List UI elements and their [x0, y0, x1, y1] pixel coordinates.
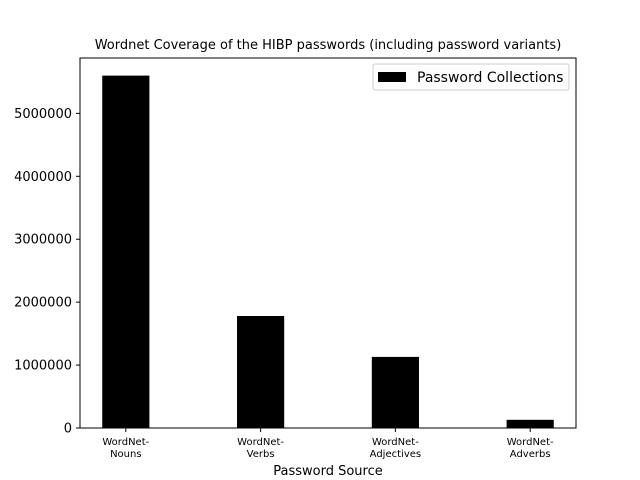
bar-adverbs: [506, 419, 554, 428]
x-axis-label: Password Source: [273, 464, 383, 479]
legend-swatch: [378, 72, 406, 82]
x-tick-label: WordNet-Verbs: [237, 437, 284, 460]
chart-title: Wordnet Coverage of the HIBP passwords (…: [95, 38, 562, 53]
bar-verbs: [237, 315, 285, 428]
x-tick-label: WordNet-Adjectives: [370, 437, 421, 460]
bars-group: [102, 75, 554, 428]
legend-box: [372, 63, 570, 91]
plot-frame: [79, 57, 577, 429]
plot-area: 0 1000000 2000000 3000000 4000000 5000000 Wor…: [14, 57, 577, 460]
y-tick-label: 4000000: [14, 170, 72, 185]
legend: Password Collections: [372, 63, 570, 91]
y-axis: 0 1000000 2000000 3000000 4000000 5000000: [14, 107, 80, 437]
x-tick-label: WordNet-Adverbs: [507, 437, 554, 460]
x-axis: WordNet-Nouns WordNet-Verbs WordNet-Adject…: [102, 428, 554, 460]
x-tick-label: WordNet-Nouns: [102, 437, 149, 460]
bar-adjectives: [371, 356, 419, 428]
y-tick-label: 5000000: [14, 107, 72, 122]
y-tick-label: 0: [64, 422, 72, 437]
y-tick-label: 3000000: [14, 233, 72, 248]
y-tick-label: 1000000: [14, 359, 72, 374]
y-tick-label: 2000000: [14, 296, 72, 311]
legend-label: Password Collections: [417, 70, 563, 86]
bar-nouns: [102, 75, 150, 428]
